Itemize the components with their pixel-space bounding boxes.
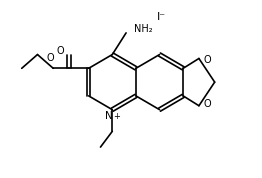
Text: +: + (113, 112, 120, 121)
Text: O: O (46, 53, 54, 63)
Text: I⁻: I⁻ (157, 12, 166, 22)
Text: O: O (204, 99, 211, 109)
Text: NH₂: NH₂ (134, 24, 152, 34)
Text: O: O (56, 46, 64, 56)
Text: N: N (106, 111, 113, 121)
Text: O: O (204, 56, 211, 66)
